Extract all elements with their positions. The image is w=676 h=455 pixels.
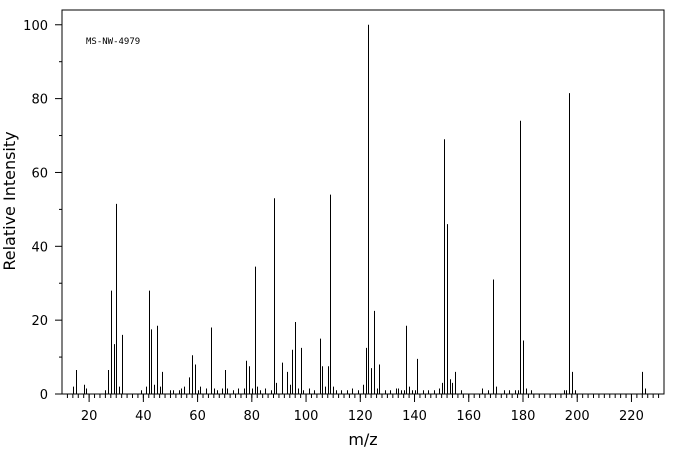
x-tick-label: 20 [81, 409, 98, 424]
y-axis-title: Relative Intensity [0, 131, 19, 270]
y-tick-label: 20 [31, 314, 48, 329]
y-tick-label: 60 [31, 166, 48, 181]
x-tick-labels: 20 40 60 80 100 120 140 160 180 200 220 [81, 409, 644, 424]
x-tick-label: 180 [511, 409, 536, 424]
x-axis-title: m/z [348, 430, 377, 449]
minor-ticks [59, 61, 660, 398]
spectrum-bars [73, 24, 646, 394]
plot-area-frame [61, 9, 665, 395]
y-tick-labels: 0 20 40 60 80 100 [23, 19, 48, 403]
x-tick-label: 80 [244, 409, 261, 424]
x-tick-label: 120 [348, 409, 373, 424]
x-tick-label: 220 [619, 409, 644, 424]
x-tick-label: 160 [456, 409, 481, 424]
spectrum-id-annotation: MS-NW-4979 [86, 37, 140, 47]
major-ticks [55, 24, 632, 402]
y-tick-label: 100 [23, 19, 48, 34]
y-tick-label: 80 [31, 93, 48, 108]
x-tick-label: 60 [189, 409, 206, 424]
x-tick-label: 40 [135, 409, 152, 424]
x-tick-label: 140 [402, 409, 427, 424]
x-tick-label: 200 [565, 409, 590, 424]
y-tick-label: 40 [31, 240, 48, 255]
x-tick-label: 100 [294, 409, 319, 424]
y-tick-label: 0 [40, 388, 48, 403]
